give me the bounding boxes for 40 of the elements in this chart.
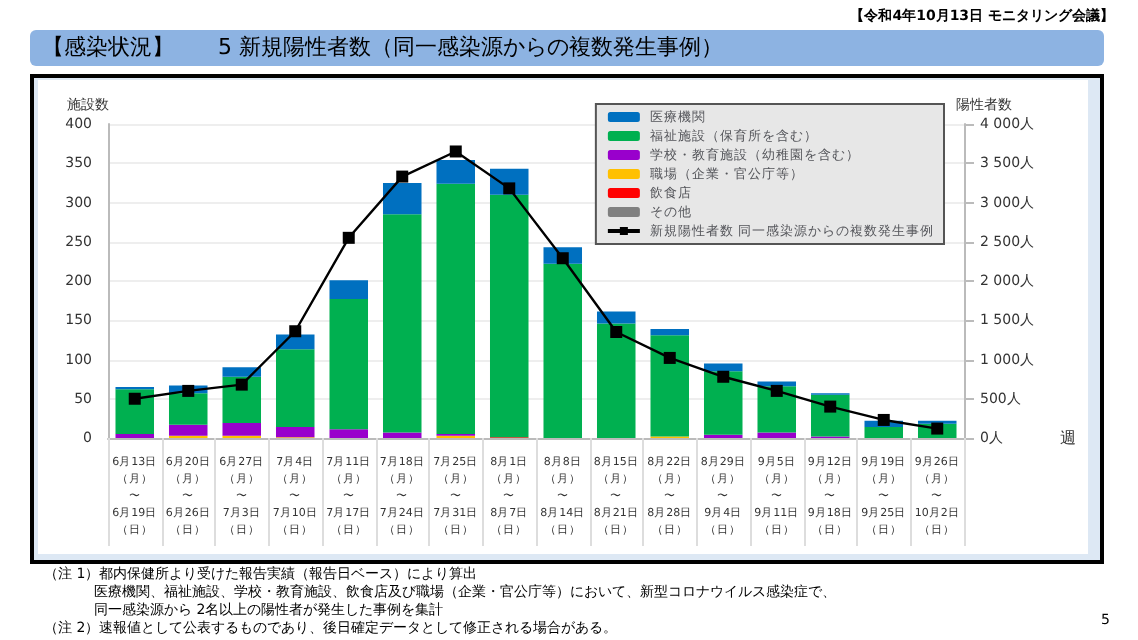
point bbox=[128, 392, 141, 405]
point bbox=[289, 325, 302, 338]
bar bbox=[543, 263, 583, 438]
chart-title: 【感染状況】 5 新規陽性者数（同一感染源からの複数発生事例） bbox=[30, 30, 1104, 66]
bar bbox=[275, 349, 315, 428]
bar bbox=[329, 429, 369, 438]
point bbox=[663, 351, 676, 364]
bar bbox=[436, 183, 476, 435]
point bbox=[503, 182, 516, 195]
bar bbox=[329, 299, 369, 430]
point bbox=[235, 378, 248, 391]
point bbox=[342, 231, 355, 244]
bar bbox=[168, 393, 208, 425]
point bbox=[396, 170, 409, 183]
point bbox=[610, 326, 623, 339]
bar bbox=[436, 160, 476, 184]
point bbox=[717, 370, 730, 383]
x-axis-title: 週 bbox=[1060, 429, 1076, 447]
bar bbox=[489, 194, 529, 438]
point bbox=[824, 400, 837, 413]
bar bbox=[650, 328, 690, 336]
bar bbox=[703, 371, 743, 435]
bar bbox=[864, 427, 904, 438]
point bbox=[182, 384, 195, 397]
bar bbox=[650, 335, 690, 437]
bar bbox=[382, 182, 422, 215]
bar bbox=[382, 214, 422, 433]
bar bbox=[329, 280, 369, 300]
point bbox=[877, 413, 890, 426]
bar bbox=[222, 423, 262, 436]
bar bbox=[703, 363, 743, 372]
bar bbox=[168, 424, 208, 436]
bar bbox=[382, 432, 422, 438]
bar bbox=[757, 381, 797, 387]
point bbox=[770, 384, 783, 397]
bar bbox=[757, 386, 797, 433]
bar bbox=[275, 427, 315, 438]
bar bbox=[757, 432, 797, 438]
point bbox=[449, 145, 462, 158]
bar bbox=[596, 323, 636, 438]
